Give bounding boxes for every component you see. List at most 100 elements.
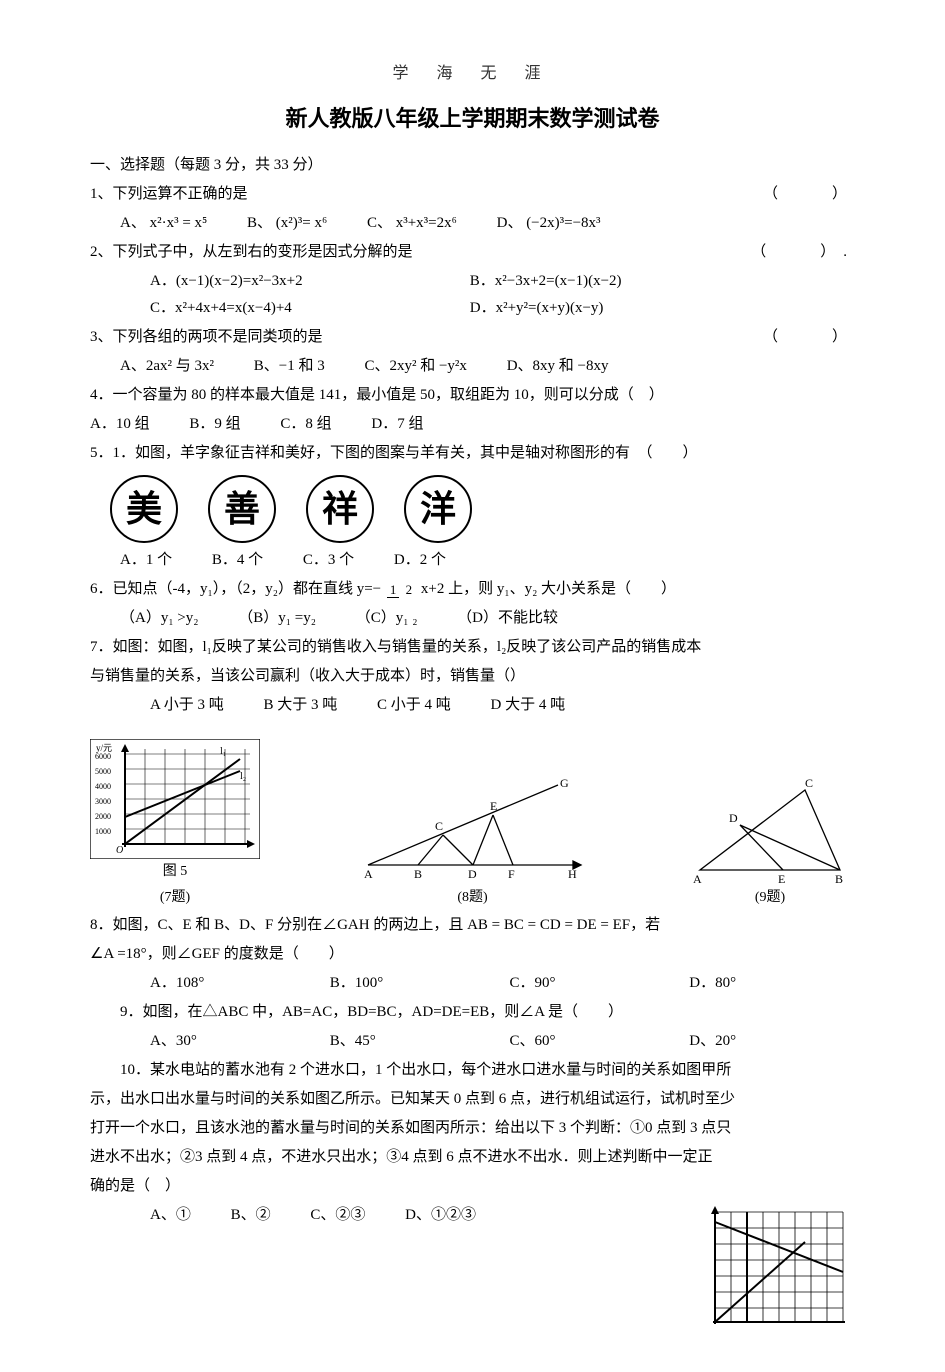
q2-options: A．(x−1)(x−2)=x²−3x+2 B．x²−3x+2=(x−1)(x−2…	[90, 268, 855, 322]
q4-opt-d: D．7 组	[371, 411, 423, 438]
svg-text:5000: 5000	[95, 767, 111, 776]
fig7-label: 图 5	[90, 859, 260, 884]
svg-text:y/元: y/元	[96, 743, 112, 753]
svg-text:1000: 1000	[95, 827, 111, 836]
question-4: 4．一个容量为 80 的样本最大值是 141，最小值是 50，取组距为 10，则…	[90, 382, 855, 409]
q10-opt-d: D、①②③	[405, 1202, 476, 1229]
svg-text:B: B	[414, 867, 422, 881]
question-2: 2、下列式子中，从左到右的变形是因式分解的是 （ ）.	[90, 239, 855, 266]
q5-characters: 美 善 祥 洋	[90, 475, 855, 543]
question-10-l4: 进水不出水；②3 点到 4 点，不进水只出水；③4 点到 6 点不进水不出水．则…	[90, 1144, 855, 1171]
q6-opt-b: （B）y₁ =y₂	[238, 605, 316, 632]
q2-opt-c: C．x²+4x+4=x(x−4)+4	[150, 295, 430, 322]
svg-text:D: D	[468, 867, 477, 881]
q6-stem-a: 6．已知点（-4，y₁），（2，y₂）都在直线 y=−	[90, 581, 381, 597]
q3-opt-b: B、−1 和 3	[254, 353, 325, 380]
svg-text:D: D	[729, 811, 738, 825]
header-motto: 学 海 无 涯	[90, 60, 855, 89]
svg-text:A: A	[364, 867, 373, 881]
fig8-caption: (8题)	[358, 885, 588, 910]
svg-text:B: B	[835, 872, 843, 885]
fig9-caption: (9题)	[685, 885, 855, 910]
q3-options: A、2ax² 与 3x² B、−1 和 3 C、2xy² 和 −y²x D、8x…	[90, 353, 855, 380]
q8-opt-b: B．100°	[330, 970, 470, 997]
svg-text:l₂: l₂	[240, 771, 246, 782]
svg-text:C: C	[805, 776, 813, 790]
frac-den: 2	[403, 582, 416, 597]
exam-title: 新人教版八年级上学期期末数学测试卷	[90, 99, 855, 139]
figure-10	[705, 1202, 855, 1332]
q10-opt-b: B、②	[231, 1202, 271, 1229]
q1-opt-c: C、 x³+x³=2x⁶	[367, 210, 457, 237]
q9-opt-c: C、60°	[510, 1028, 650, 1055]
q9-options: A、30° B、45° C、60° D、20°	[90, 1028, 855, 1055]
svg-text:6000: 6000	[95, 752, 111, 761]
q7-opt-a: A 小于 3 吨	[150, 692, 224, 719]
q5-options: A．1 个 B．4 个 C．3 个 D．2 个	[90, 547, 855, 574]
svg-text:E: E	[490, 799, 497, 813]
section-1-heading: 一、选择题（每题 3 分，共 33 分）	[90, 152, 855, 179]
figures-row: 6000 5000 4000 3000 2000 1000 l₁ l₂ O y/…	[90, 739, 855, 909]
question-3: 3、下列各组的两项不是同类项的是 （ ）	[90, 324, 855, 351]
q10-opt-a: A、①	[150, 1202, 191, 1229]
question-10-l5: 确的是（ ）	[90, 1173, 855, 1200]
svg-text:A: A	[693, 872, 702, 885]
q1-stem: 1、下列运算不正确的是	[90, 186, 248, 202]
char-shan: 善	[208, 475, 276, 543]
q3-opt-a: A、2ax² 与 3x²	[120, 353, 214, 380]
frac-num: 1	[387, 582, 400, 598]
svg-text:G: G	[560, 776, 569, 790]
q6-opt-c: （C）y₁ ₂	[356, 605, 418, 632]
char-yang: 洋	[404, 475, 472, 543]
question-7-line1: 7．如图：如图，l₁反映了某公司的销售收入与销售量的关系，l₂反映了该公司产品的…	[90, 634, 855, 661]
figure-9: A B C D E (9题)	[685, 775, 855, 910]
q8-opt-c: C．90°	[510, 970, 650, 997]
q8-options: A．108° B．100° C．90° D．80°	[90, 970, 855, 997]
svg-text:2000: 2000	[95, 812, 111, 821]
q4-options: A．10 组 B．9 组 C．8 组 D．7 组	[90, 411, 855, 438]
q9-opt-b: B、45°	[330, 1028, 470, 1055]
svg-text:O: O	[116, 845, 123, 856]
q6-options: （A）y₁ >y₂ （B）y₁ =y₂ （C）y₁ ₂ （D）不能比较	[90, 605, 855, 632]
triangle-icon: A B C D E	[685, 775, 855, 885]
q6-opt-a: （A）y₁ >y₂	[120, 605, 199, 632]
q5-opt-a: A．1 个	[120, 547, 172, 574]
svg-text:C: C	[435, 819, 443, 833]
question-10-l1: 10．某水电站的蓄水池有 2 个进水口，1 个出水口，每个进水口进水量与时间的关…	[90, 1057, 855, 1084]
figure-7: 6000 5000 4000 3000 2000 1000 l₁ l₂ O y/…	[90, 739, 260, 909]
q4-opt-a: A．10 组	[90, 411, 150, 438]
q9-opt-d: D、20°	[689, 1028, 736, 1055]
question-10-l2: 示，出水口出水量与时间的关系如图乙所示。已知某天 0 点到 6 点，进行机组试运…	[90, 1086, 855, 1113]
q2-opt-a: A．(x−1)(x−2)=x²−3x+2	[150, 268, 430, 295]
chart-icon: 6000 5000 4000 3000 2000 1000 l₁ l₂ O y/…	[90, 739, 260, 859]
grid-chart-icon	[705, 1202, 855, 1332]
q8-opt-d: D．80°	[689, 970, 736, 997]
q7-options: A 小于 3 吨 B 大于 3 吨 C 小于 4 吨 D 大于 4 吨	[90, 692, 855, 719]
svg-text:H: H	[568, 867, 577, 881]
char-mei: 美	[110, 475, 178, 543]
question-5: 5．1．如图，羊字象征吉祥和美好，下图的图案与羊有关，其中是轴对称图形的有 （ …	[90, 440, 855, 467]
q10-opt-c: C、②③	[310, 1202, 365, 1229]
char-xiang: 祥	[306, 475, 374, 543]
question-10-l3: 打开一个水口，且该水池的蓄水量与时间的关系如图丙所示：给出以下 3 个判断：①0…	[90, 1115, 855, 1142]
q6-stem-b: x+2 上，则 y₁、y₂ 大小关系是（ ）	[421, 581, 676, 597]
q2-paren: （ ）.	[751, 239, 855, 266]
svg-text:E: E	[778, 872, 785, 885]
q5-opt-c: C．3 个	[303, 547, 354, 574]
q4-opt-c: C．8 组	[280, 411, 331, 438]
question-8-line1: 8．如图，C、E 和 B、D、F 分别在∠GAH 的两边上，且 AB = BC …	[90, 912, 855, 939]
q1-opt-d: D、 (−2x)³=−8x³	[497, 210, 601, 237]
question-7-line2: 与销售量的关系，当该公司赢利（收入大于成本）时，销售量（）	[90, 663, 855, 690]
question-6: 6．已知点（-4，y₁），（2，y₂）都在直线 y=− 1 2 x+2 上，则 …	[90, 576, 855, 603]
q2-opt-d: D．x²+y²=(x+y)(x−y)	[470, 295, 604, 322]
q3-opt-d: D、8xy 和 −8xy	[507, 353, 609, 380]
question-8-line2: ∠A =18°，则∠GEF 的度数是（ ）	[90, 941, 855, 968]
q1-paren: （ ）	[763, 181, 855, 208]
q7-opt-b: B 大于 3 吨	[264, 692, 338, 719]
fig7-caption: (7题)	[90, 885, 260, 910]
q6-opt-d: （D）不能比较	[457, 605, 558, 632]
q7-opt-d: D 大于 4 吨	[491, 692, 566, 719]
q3-stem: 3、下列各组的两项不是同类项的是	[90, 329, 323, 345]
q3-paren: （ ）	[763, 324, 855, 351]
fraction-icon: 1 2	[387, 583, 415, 597]
